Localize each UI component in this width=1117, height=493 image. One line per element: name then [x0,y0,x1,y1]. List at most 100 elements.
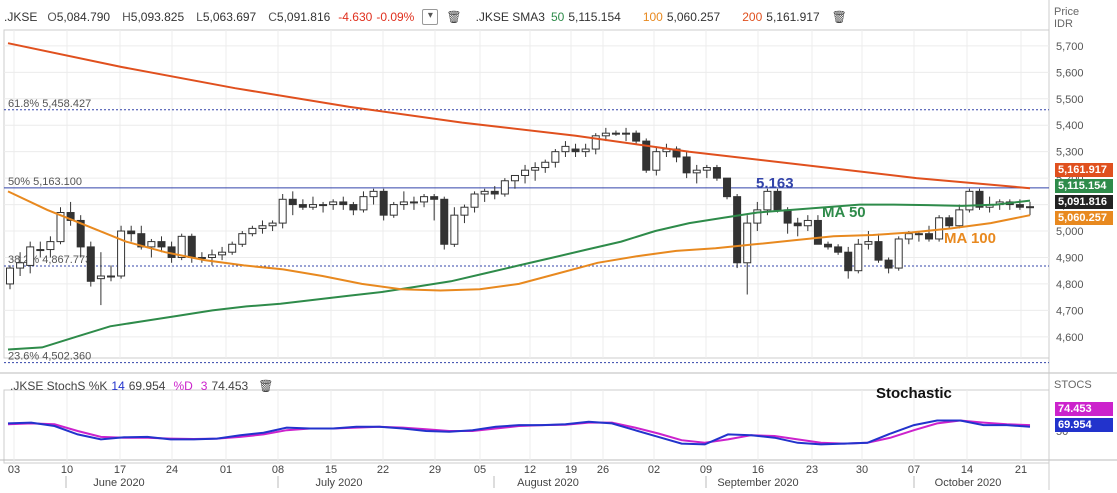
candle-body [238,233,247,245]
high-value: 5,093.825 [130,10,185,24]
high-key: H [122,10,131,24]
sma100-value: 5,060.257 [666,10,721,24]
stoch-d-price-label: 74.453 [1055,402,1113,416]
price-pane-border [3,29,1050,359]
candle-body [187,235,196,258]
day-tick-label: 17 [114,464,126,476]
candle-body [783,209,792,224]
candle-body [440,198,449,245]
candle-body [86,246,95,282]
candle-body [834,246,843,253]
candle-body [632,132,641,142]
candle-body [743,222,752,264]
candle-body [147,241,156,248]
price-tick-label: 4,600 [1056,332,1084,344]
candle-body [278,198,287,224]
day-tick-label: 07 [908,464,920,476]
candle-body [157,241,166,248]
day-tick-label: 05 [474,464,486,476]
ma200-price-label: 5,161.917 [1055,163,1113,177]
stoch-k-line [7,419,1031,446]
candle-body [177,235,186,258]
sma200-period: 200 [742,10,763,24]
candle-body [884,259,893,269]
candle-body [359,196,368,211]
day-tick-label: 16 [752,464,764,476]
price-header: .JKSE O 5,084.790 H 5,093.825 L 5,063.69… [4,8,861,26]
trash-icon[interactable]: 🗑 [258,379,274,393]
day-tick-label: 09 [700,464,712,476]
candle-body [712,167,721,179]
month-tick-label: July 2020 [315,477,362,489]
candle-body [975,190,984,208]
candle-body [106,275,115,278]
change-pct-value: -0.09% [376,10,415,24]
close-value: 5,091.816 [276,10,331,24]
price-tick-label: 4,900 [1056,252,1084,264]
candle-body [642,140,651,171]
day-tick-label: 30 [856,464,868,476]
candle-body [702,167,711,171]
day-tick-label: 08 [272,464,284,476]
candle-body [945,217,954,227]
candle-body [137,233,146,248]
price-axis-title: Price IDR [1054,6,1079,30]
candle-body [430,196,439,200]
ma100-annotation: MA 100 [944,230,996,247]
fib-618-label: 61.8% 5,458.427 [8,98,91,110]
candle-body [854,243,863,272]
low-key: L [196,10,203,24]
sma50-period: 50 [550,10,565,24]
candle-body [864,241,873,245]
candle-body [622,132,631,135]
candle-body [521,169,530,176]
candle-body [389,204,398,216]
stoch-d-period: 3 [200,379,208,393]
candle-body [904,233,913,240]
candle-body [470,193,479,208]
candle-body [652,151,661,171]
candle-body [319,204,328,207]
sma50-value: 5,115.154 [568,10,621,24]
sma100-line [7,190,1031,292]
stoch-label: .JKSE StochS %K [10,379,108,393]
candle-body [207,254,216,258]
stoch-k-value: 69.954 [128,379,166,393]
ma100-price-label: 5,060.257 [1055,211,1113,225]
candle-body [258,225,267,229]
candle-body [541,161,550,169]
ma50-annotation: MA 50 [822,204,866,221]
month-tick-label: October 2020 [935,477,1002,489]
candle-body [26,246,35,266]
candle-body [117,230,126,277]
price-tick-label: 5,300 [1056,147,1084,159]
sma-label: .JKSE SMA3 [475,10,545,24]
day-tick-label: 29 [429,464,441,476]
day-tick-label: 19 [565,464,577,476]
price-tick-label: 5,400 [1056,120,1084,132]
day-tick-label: 21 [1015,464,1027,476]
sma100-period: 100 [642,10,663,24]
candle-body [531,167,540,171]
candle-body [460,206,469,216]
candle-body [409,201,418,204]
close-price-label: 5,091.816 [1055,195,1113,209]
candle-body [763,190,772,211]
symbol-label: .JKSE [4,10,38,24]
chevron-down-icon[interactable]: ▾ [422,9,439,25]
candle-body [36,249,45,252]
candle-body [935,217,944,240]
stoch-header: .JKSE StochS %K 14 69.954 %D 3 74.453 🗑 [10,379,287,393]
sma200-line [7,42,1031,190]
candle-body [66,212,75,221]
candle-body [844,251,853,272]
candle-body [591,135,600,150]
candle-body [692,169,701,174]
trash-icon[interactable]: 🗑 [831,10,847,24]
candle-body [76,219,85,248]
candle-body [824,243,833,248]
trash-icon[interactable]: 🗑 [446,10,462,24]
stoch-axis-title: STOCS [1054,379,1092,391]
candle-body [268,222,277,227]
